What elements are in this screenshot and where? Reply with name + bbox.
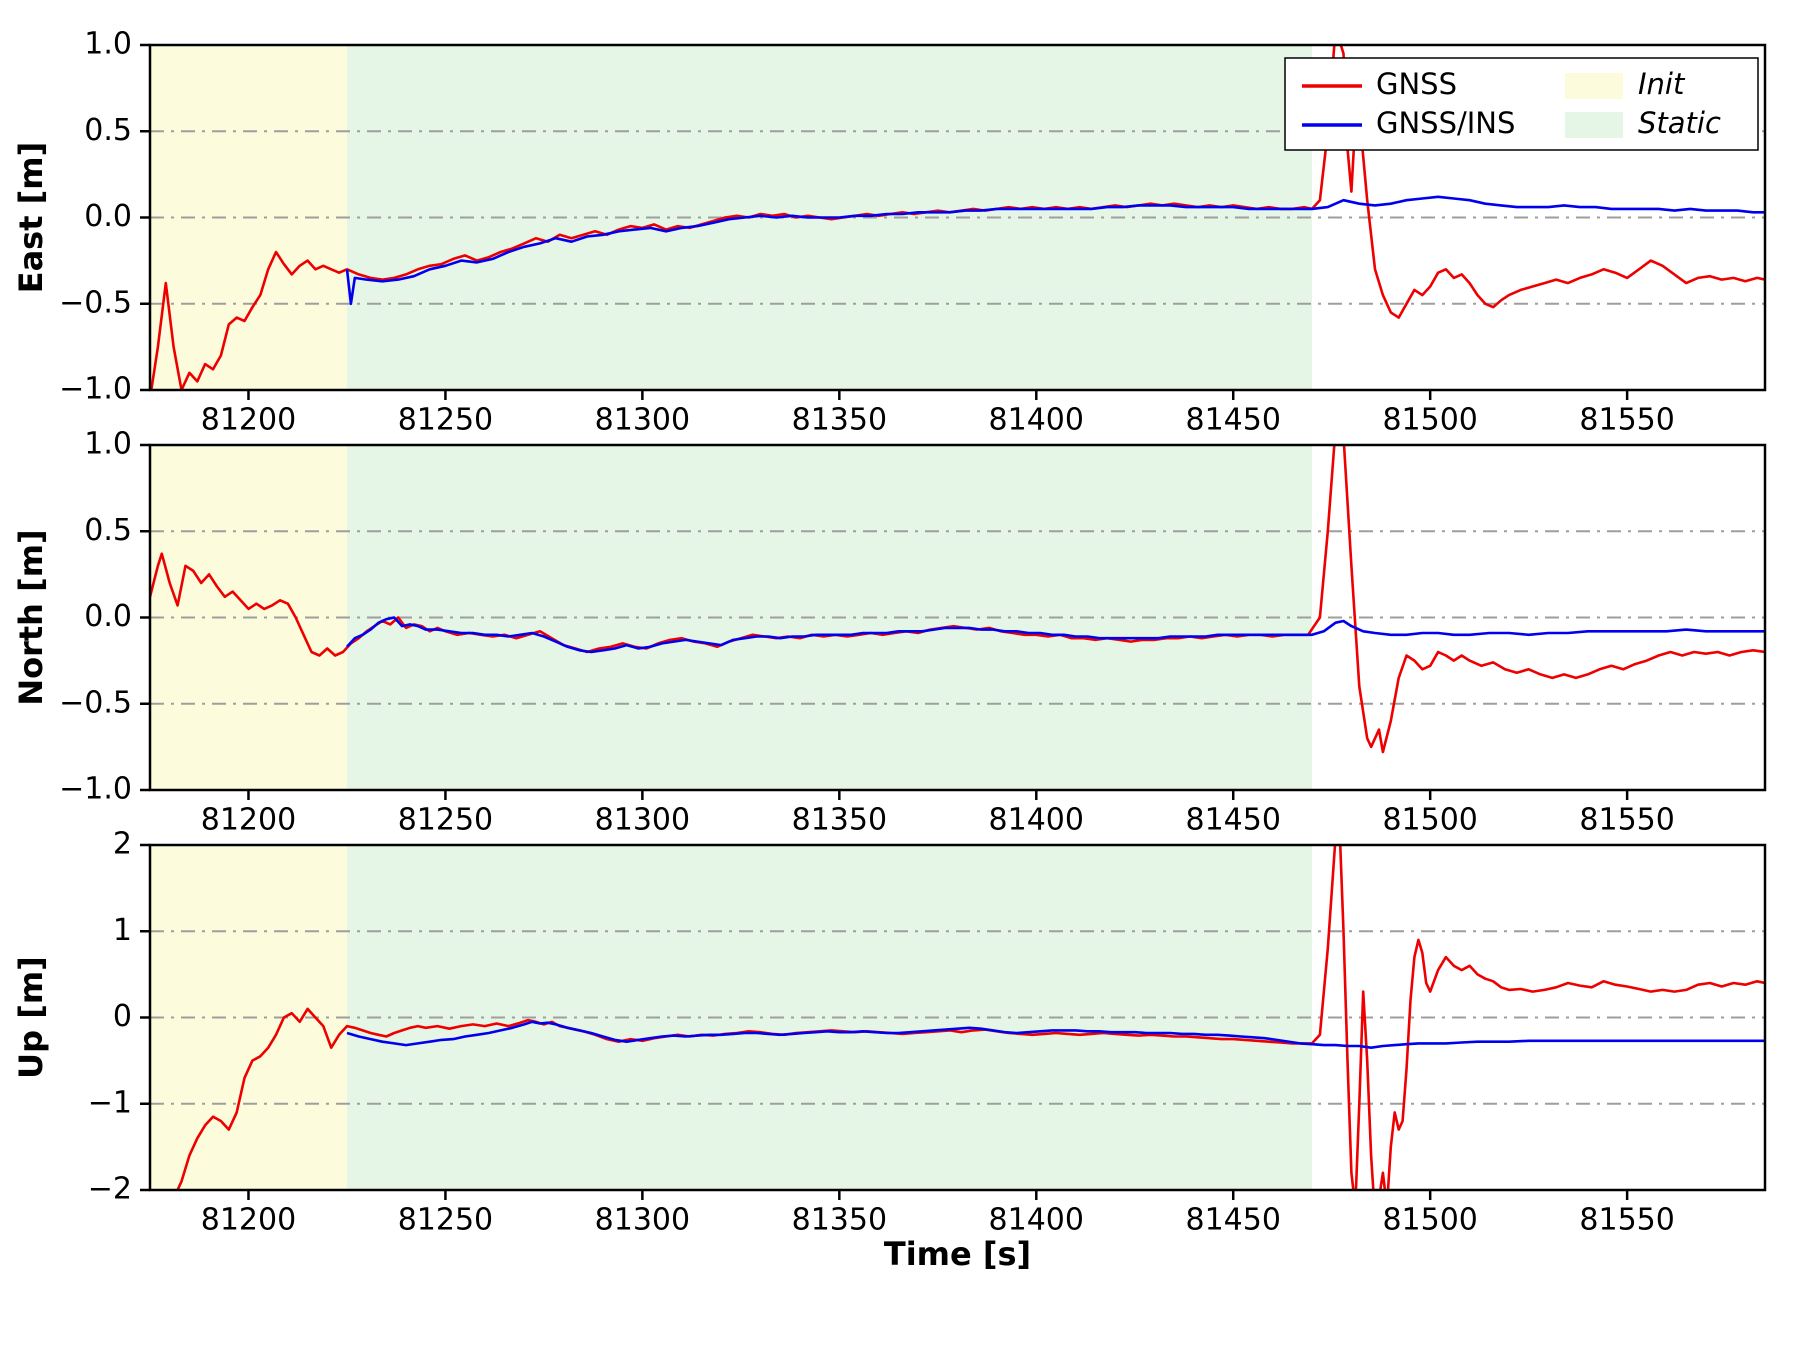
y-tick-label: −0.5 <box>59 285 132 320</box>
y-axis-label-north: North [m] <box>12 529 50 705</box>
legend-patch-sample <box>1565 112 1623 138</box>
legend-patch-sample <box>1565 73 1623 99</box>
y-tick-label: 0.0 <box>84 199 132 234</box>
y-tick-label: 1.0 <box>84 427 132 462</box>
x-tick-label: 81250 <box>398 1203 493 1238</box>
x-tick-label: 81300 <box>595 403 690 438</box>
y-tick-label: −1.0 <box>59 772 132 807</box>
x-tick-label: 81300 <box>595 803 690 838</box>
x-tick-label: 81550 <box>1579 403 1674 438</box>
x-tick-label: 81400 <box>989 803 1084 838</box>
x-tick-label: 81200 <box>201 403 296 438</box>
x-tick-label: 81450 <box>1186 1203 1281 1238</box>
y-tick-label: 0 <box>113 999 132 1034</box>
y-tick-label: 0.5 <box>84 113 132 148</box>
legend-label-series: GNSS/INS <box>1376 106 1515 140</box>
x-tick-label: 81550 <box>1579 803 1674 838</box>
x-tick-label: 81250 <box>398 803 493 838</box>
y-tick-label: 0.5 <box>84 513 132 548</box>
legend-label-series: GNSS <box>1376 67 1457 101</box>
x-tick-label: 81350 <box>792 1203 887 1238</box>
y-axis-label-up: Up [m] <box>12 956 50 1079</box>
x-tick-label: 81450 <box>1186 803 1281 838</box>
x-tick-label: 81300 <box>595 1203 690 1238</box>
x-axis-label: Time [s] <box>884 1235 1031 1273</box>
y-tick-label: −0.5 <box>59 685 132 720</box>
x-tick-label: 81500 <box>1382 803 1477 838</box>
y-axis-label-east: East [m] <box>12 142 50 294</box>
x-tick-label: 81550 <box>1579 1203 1674 1238</box>
y-tick-label: 2 <box>113 827 132 862</box>
x-tick-label: 81450 <box>1186 403 1281 438</box>
y-tick-label: −2 <box>88 1172 132 1207</box>
x-tick-label: 81400 <box>989 1203 1084 1238</box>
series-gnss-ins <box>346 616 1765 654</box>
y-tick-label: 1.0 <box>84 27 132 62</box>
x-tick-label: 81200 <box>201 803 296 838</box>
x-tick-label: 81350 <box>792 803 887 838</box>
series-gnss-ins <box>346 1020 1765 1049</box>
panel-up: 81200 81250 81300 81350 81400 81450 81500 81550… <box>12 827 1767 1238</box>
legend-label-region: Init <box>1638 67 1686 101</box>
x-tick-label: 81250 <box>398 403 493 438</box>
legend-box <box>1284 57 1759 151</box>
x-tick-label: 81200 <box>201 1203 296 1238</box>
y-tick-label: 0.0 <box>84 599 132 634</box>
panel-east: 81200 81250 81300 81350 81400 81450 81500 81550… <box>12 27 1767 438</box>
x-tick-label: 81500 <box>1382 1203 1477 1238</box>
x-tick-label: 81400 <box>989 403 1084 438</box>
x-tick-label: 81500 <box>1382 403 1477 438</box>
series-gnss-ins <box>345 195 1765 306</box>
legend-label-region: Static <box>1638 106 1721 140</box>
panel-north: 81200 81250 81300 81350 81400 81450 81500 81550… <box>12 427 1767 838</box>
y-tick-label: 1 <box>113 913 132 948</box>
legend: GNSS GNSS/INS Init Static <box>1284 57 1759 151</box>
y-tick-label: −1.0 <box>59 372 132 407</box>
x-tick-label: 81350 <box>792 403 887 438</box>
y-tick-label: −1 <box>88 1085 132 1120</box>
series-gnss <box>150 45 1765 390</box>
